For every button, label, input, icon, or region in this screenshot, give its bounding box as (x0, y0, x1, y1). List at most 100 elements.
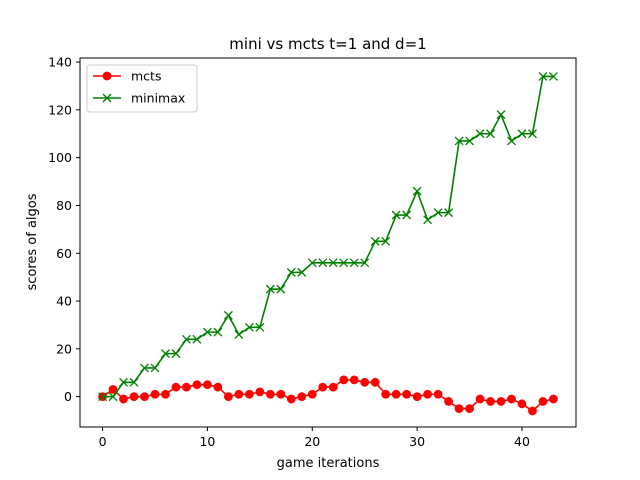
mcts-point (402, 389, 412, 399)
minimax-point (255, 322, 265, 332)
minimax-point (223, 310, 233, 320)
minimax-point (102, 93, 112, 103)
mcts-point (528, 406, 537, 416)
minimax-point-stroke (98, 392, 108, 402)
y-tick-label: 120 (48, 102, 72, 117)
legend-entry-minimax: minimax (93, 91, 185, 106)
mcts-point (213, 382, 223, 392)
minimax-point-stroke (465, 136, 475, 146)
minimax-point-stroke (360, 258, 370, 268)
y-tick-label: 20 (56, 341, 72, 356)
x-tick-label: 40 (514, 434, 530, 449)
minimax-point-stroke (496, 110, 506, 120)
minimax-point (444, 208, 454, 218)
mcts-point (140, 392, 149, 402)
mcts-point (360, 377, 370, 387)
minimax-point-stroke (349, 258, 359, 268)
mcts-point (102, 71, 112, 81)
minimax-point (108, 392, 118, 402)
x-tick-label: 30 (409, 434, 425, 449)
minimax-point-stroke (433, 208, 443, 218)
minimax-point-stroke (328, 258, 338, 268)
mcts-point (129, 392, 139, 402)
minimax-point (192, 334, 202, 344)
mcts-point (381, 389, 391, 399)
minimax-point-stroke (423, 215, 433, 225)
minimax-point-stroke (339, 258, 349, 268)
minimax-point (202, 327, 212, 337)
minimax-point (129, 377, 139, 387)
mcts-point (276, 389, 286, 399)
x-axis: 0 10 20 30 40 (99, 427, 530, 449)
minimax-point (360, 258, 370, 268)
chart-title: mini vs mcts t=1 and d=1 (229, 35, 426, 53)
mcts-point (444, 397, 453, 406)
minimax-point-stroke (370, 236, 380, 246)
minimax-point (517, 129, 527, 139)
mcts-point (538, 397, 548, 406)
minimax-point (349, 258, 359, 268)
mcts-point (412, 392, 422, 402)
y-tick-label: 100 (48, 150, 72, 165)
minimax-point-stroke (255, 322, 265, 332)
minimax-point-stroke (528, 129, 537, 139)
minimax-point-stroke (171, 349, 181, 359)
mcts-series (98, 375, 558, 416)
mcts-point (150, 389, 160, 399)
minimax-point-stroke (412, 186, 422, 196)
mcts-point (349, 375, 359, 385)
minimax-point (265, 284, 275, 294)
mcts-point (370, 377, 380, 387)
minimax-point (423, 215, 433, 225)
minimax-point-stroke (108, 392, 118, 402)
minimax-point-stroke (507, 136, 516, 146)
minimax-point-stroke (119, 377, 128, 387)
mcts-point (339, 375, 349, 385)
minimax-series (98, 71, 558, 402)
minimax-point-stroke (475, 129, 485, 139)
minimax-point-stroke (486, 129, 495, 139)
minimax-point-stroke (286, 267, 296, 277)
mcts-point (454, 404, 464, 413)
mcts-point (328, 382, 338, 392)
minimax-point-stroke (192, 334, 202, 344)
minimax-point (234, 330, 244, 339)
minimax-point (98, 392, 108, 402)
minimax-point-stroke (307, 258, 317, 268)
mcts-point (391, 389, 401, 399)
minimax-point (381, 236, 391, 246)
minimax-point (528, 129, 537, 139)
mcts-point (517, 399, 527, 409)
y-axis-label: scores of algos (25, 193, 40, 290)
legend-label: mcts (131, 69, 161, 84)
minimax-point (171, 349, 181, 359)
minimax-point-stroke (161, 349, 170, 359)
minimax-point-stroke (548, 71, 558, 81)
mcts-point (507, 394, 516, 404)
minimax-point (412, 186, 422, 196)
minimax-point-stroke (234, 330, 244, 339)
mcts-point (234, 389, 244, 399)
minimax-point (475, 129, 485, 139)
minimax-point-stroke (517, 129, 527, 139)
minimax-point (370, 236, 380, 246)
mcts-point (286, 394, 296, 404)
legend-label: minimax (131, 91, 185, 106)
legend-entry-mcts: mcts (93, 69, 161, 84)
minimax-point-stroke (140, 363, 149, 373)
minimax-point-stroke (297, 267, 307, 277)
mcts-point (244, 389, 254, 399)
mcts-point (318, 382, 328, 392)
minimax-point (402, 210, 412, 220)
minimax-point (213, 327, 223, 337)
mcts-point (161, 389, 170, 399)
minimax-point-stroke (444, 208, 454, 218)
mcts-point (475, 394, 485, 404)
mcts-point (255, 387, 265, 397)
minimax-point (307, 258, 317, 268)
y-tick-label: 0 (64, 389, 72, 404)
minimax-point (297, 267, 307, 277)
minimax-point (181, 334, 191, 344)
legend: mcts minimax (86, 64, 198, 113)
